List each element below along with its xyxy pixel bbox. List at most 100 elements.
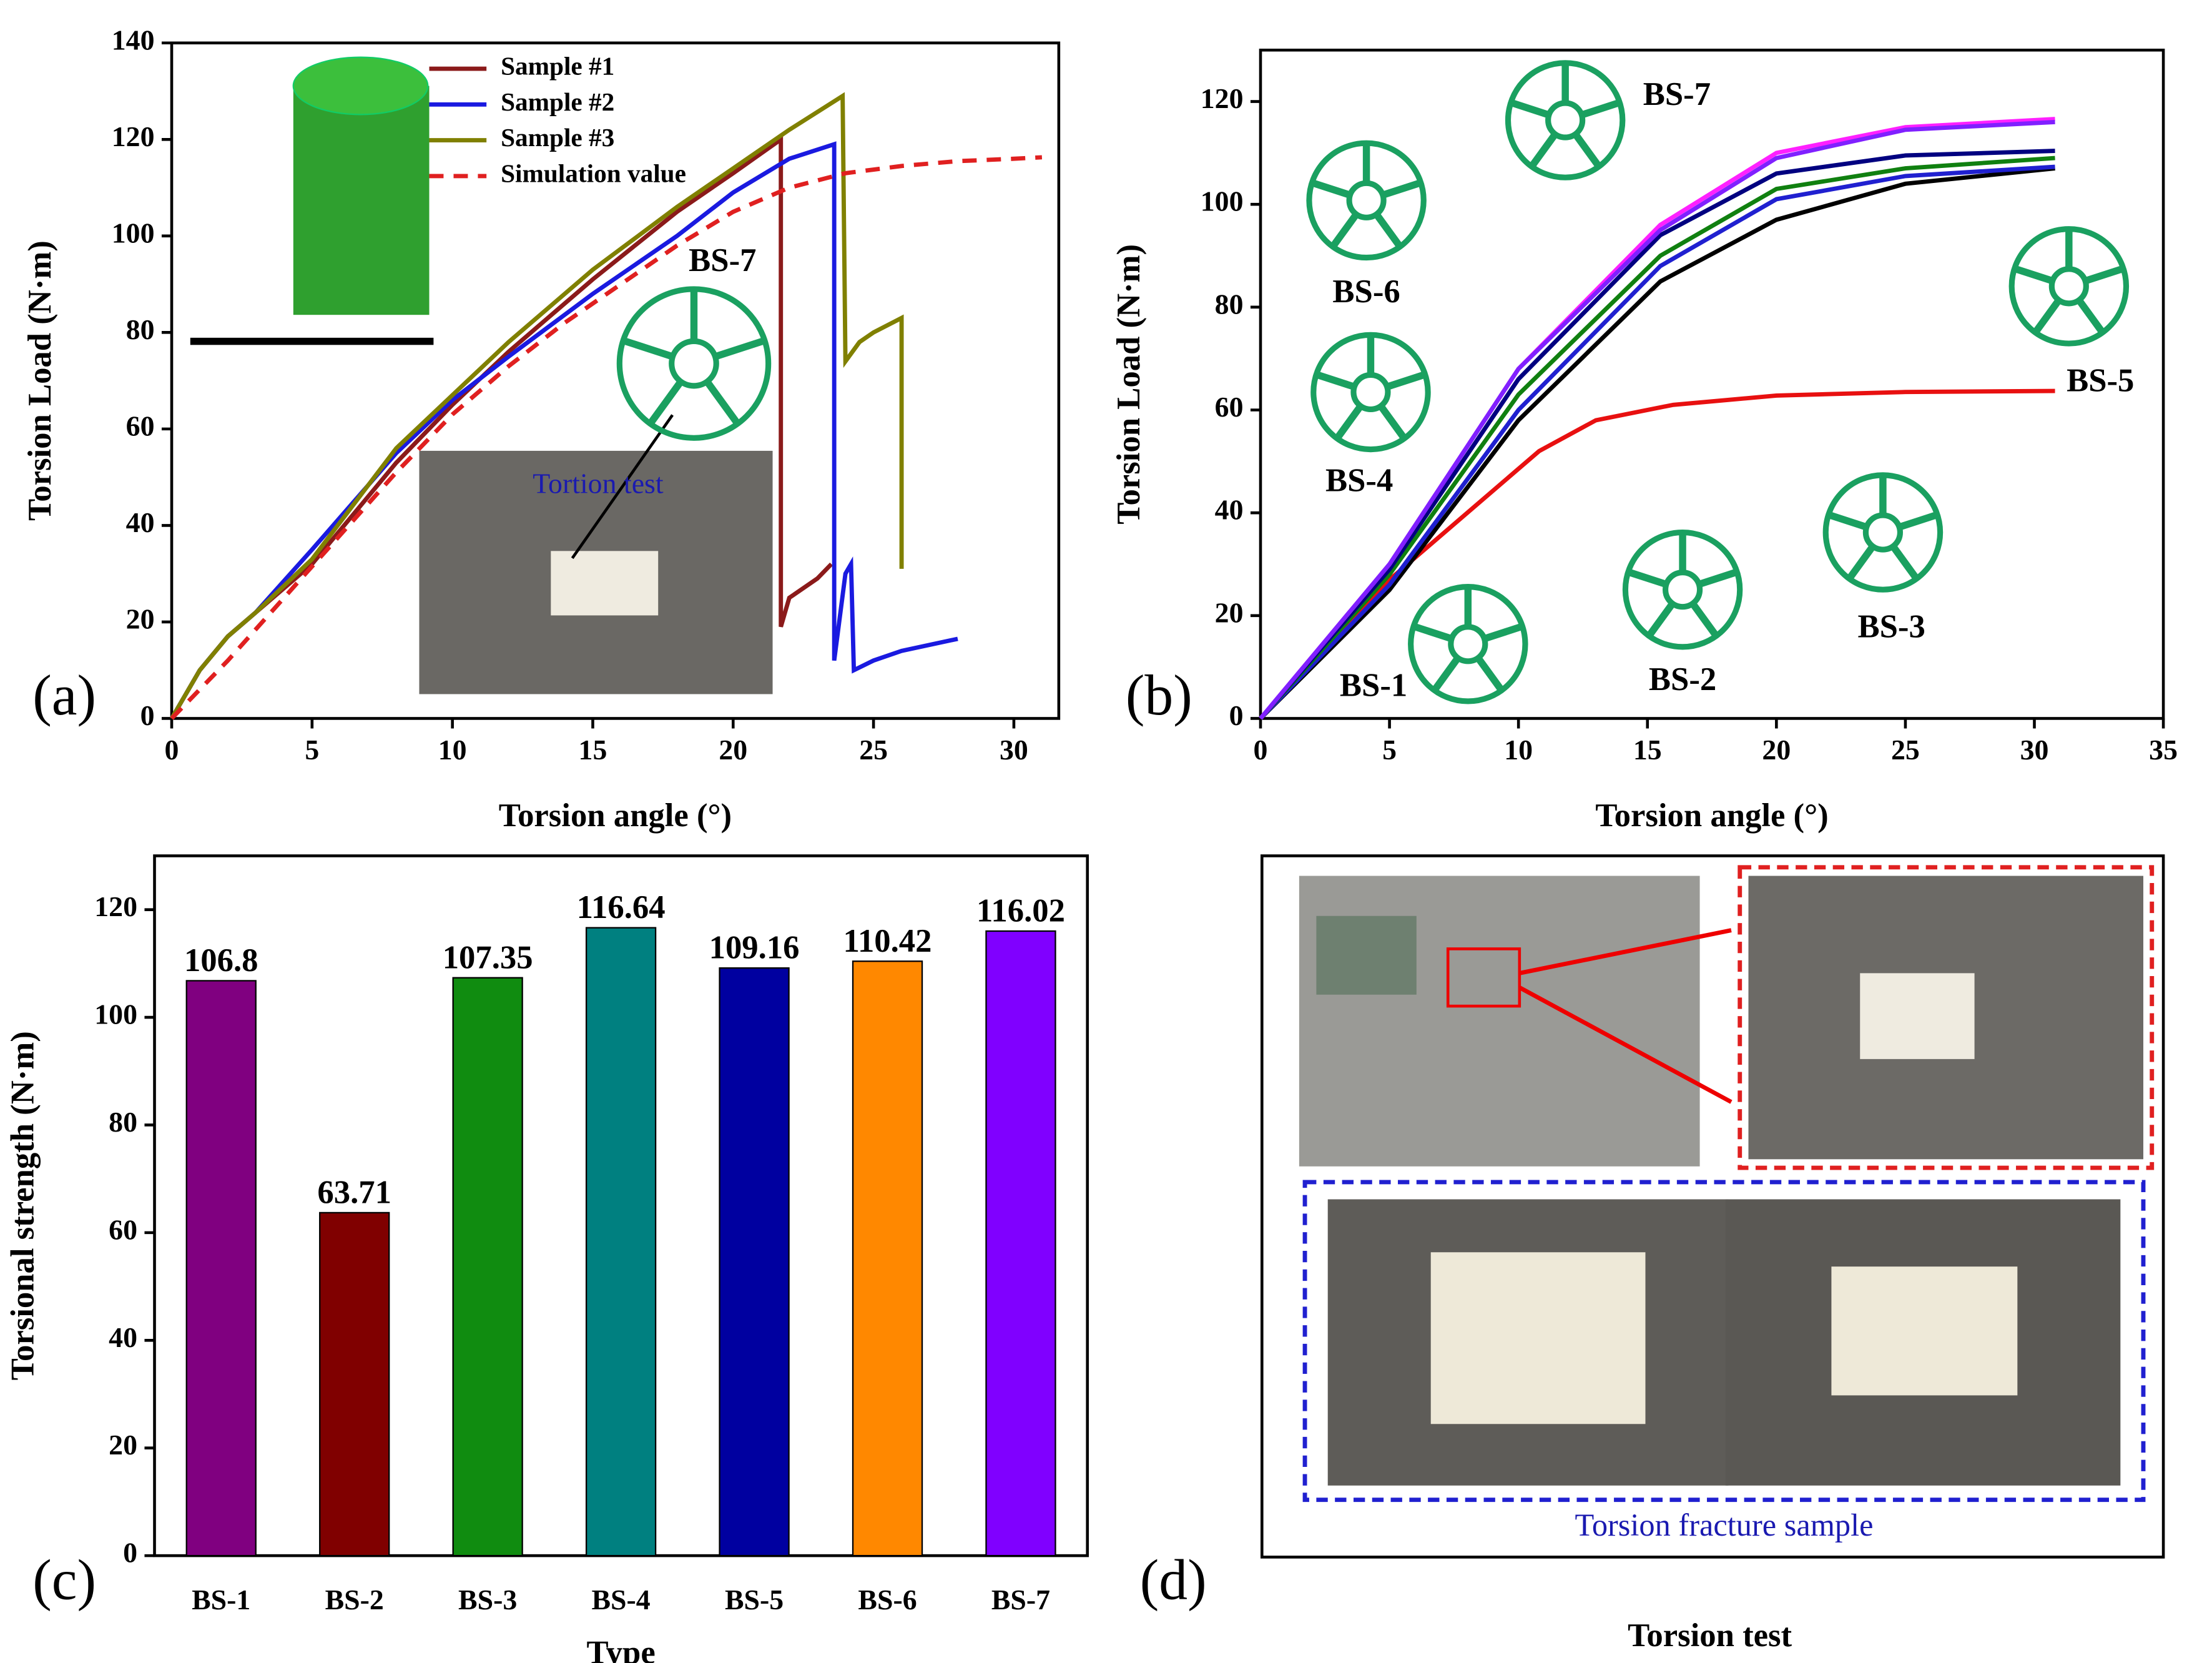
y-tick-label: 60 — [109, 1213, 137, 1245]
y-tick-label: 60 — [126, 410, 155, 442]
annotation: Tortion test — [533, 468, 664, 500]
x-tick-label: 5 — [1382, 734, 1397, 766]
wheel-icon — [1890, 544, 1920, 581]
series-line — [1259, 149, 2055, 720]
legend-label: Sample #2 — [501, 87, 614, 116]
x-tick-label: BS-1 — [192, 1584, 250, 1616]
wheel-icon — [1646, 601, 1676, 638]
annotation: BS-6 — [1332, 274, 1400, 310]
series-line — [1259, 120, 2055, 720]
wheel-icon — [2084, 265, 2125, 285]
y-tick-label: 60 — [1215, 391, 1244, 423]
panel-label: (d) — [1140, 1547, 1207, 1611]
panel-label: (a) — [32, 663, 96, 727]
bar — [319, 1211, 390, 1557]
wheel-icon — [1448, 624, 1488, 664]
x-tick-label: BS-5 — [725, 1584, 784, 1616]
x-tick-label: 0 — [1254, 734, 1268, 766]
x-tick-label: BS-2 — [325, 1584, 384, 1616]
x-tick-label: 25 — [859, 734, 888, 766]
wheel-icon — [1580, 99, 1621, 119]
wheel-icon — [1350, 372, 1391, 413]
y-tick-label: 80 — [126, 313, 155, 345]
panel-label: (c) — [32, 1547, 96, 1611]
annotation: BS-3 — [1857, 608, 1925, 644]
legend-label: Simulation value — [501, 159, 686, 187]
y-tick-label: 0 — [140, 699, 155, 731]
wheel-icon — [2076, 298, 2106, 335]
wheel-icon — [1315, 371, 1356, 390]
y-tick-label: 20 — [1215, 596, 1244, 628]
photo-detail — [551, 551, 659, 616]
bar — [585, 927, 657, 1557]
x-tick-label: BS-7 — [991, 1584, 1050, 1616]
wheel-icon — [1374, 212, 1403, 249]
bar — [719, 967, 790, 1557]
y-tick-label: 120 — [112, 121, 155, 152]
x-axis-title: Torsion angle (°) — [499, 797, 732, 834]
wheel-icon — [1377, 403, 1407, 441]
annotation: BS-1 — [1340, 667, 1407, 703]
wheel-icon — [1475, 656, 1505, 693]
wheel-icon — [1483, 623, 1524, 643]
legend-label: Sample #1 — [501, 51, 614, 80]
wheel-icon — [1545, 100, 1586, 141]
y-tick-label: 100 — [1201, 185, 1244, 217]
y-tick-label: 80 — [109, 1106, 137, 1138]
wheel-icon — [1431, 656, 1461, 693]
wheel-icon — [1346, 180, 1387, 220]
y-tick-label: 40 — [126, 506, 155, 538]
y-tick-label: 20 — [109, 1429, 137, 1461]
wheel-icon — [1627, 568, 1668, 588]
wheel-icon — [1385, 371, 1427, 390]
wheel-icon — [1898, 511, 1939, 531]
value-label: 109.16 — [709, 930, 800, 966]
highlight-box — [1446, 947, 1521, 1008]
wheel-icon — [1662, 570, 1703, 610]
y-tick-label: 20 — [126, 603, 155, 634]
bar — [985, 930, 1056, 1557]
annotation: BS-7 — [689, 242, 756, 279]
caption: Torsion test — [1628, 1617, 1792, 1654]
x-tick-label: BS-3 — [458, 1584, 517, 1616]
arrow — [1518, 985, 1733, 1104]
y-axis-title: Torsion Load (N·m) — [22, 240, 58, 521]
scale-bar — [190, 337, 434, 345]
value-label: 116.02 — [976, 893, 1065, 929]
wheel-icon — [1689, 601, 1719, 638]
wheel-icon — [2032, 298, 2062, 335]
value-label: 63.71 — [317, 1174, 391, 1210]
x-tick-label: 30 — [2020, 734, 2049, 766]
photo-detail — [1831, 1266, 2018, 1396]
bar — [452, 977, 523, 1557]
wheel-icon — [714, 337, 766, 360]
photo-detail — [1860, 973, 1975, 1059]
x-axis-title: Torsion angle (°) — [1595, 797, 1828, 834]
x-tick-label: 25 — [1891, 734, 1920, 766]
x-tick-label: BS-6 — [858, 1584, 917, 1616]
wheel-icon — [1698, 568, 1739, 588]
x-tick-label: 0 — [165, 734, 179, 766]
x-tick-label: 15 — [579, 734, 607, 766]
arrow — [1519, 928, 1732, 975]
x-tick-label: 35 — [2149, 734, 2178, 766]
wheel-icon — [669, 338, 719, 389]
series-line — [1259, 166, 2055, 720]
photo-detail — [1430, 1252, 1646, 1424]
wheel-icon — [1827, 511, 1868, 531]
series-line — [1259, 164, 2055, 720]
value-label: 110.42 — [843, 923, 932, 959]
x-tick-label: BS-4 — [591, 1584, 650, 1616]
y-tick-label: 80 — [1215, 288, 1244, 320]
panel-label: (b) — [1126, 663, 1192, 727]
series-line — [1259, 155, 2055, 720]
wheel-icon — [2048, 266, 2089, 307]
x-tick-label: 20 — [719, 734, 747, 766]
y-tick-label: 140 — [112, 24, 155, 56]
wheel-icon — [1510, 99, 1550, 119]
value-label: 106.8 — [184, 942, 258, 979]
y-tick-label: 0 — [1229, 699, 1244, 731]
series-line — [170, 155, 1043, 720]
